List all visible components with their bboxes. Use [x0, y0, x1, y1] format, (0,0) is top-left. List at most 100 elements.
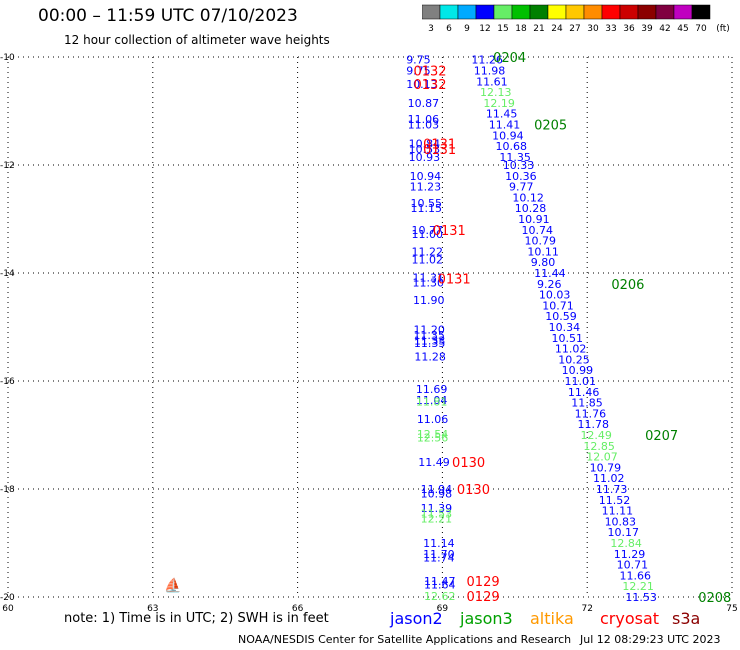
- wave-height-value: 10.71: [542, 299, 574, 312]
- y-tick-label: -10: [0, 53, 15, 63]
- colorbar-tick-label: 15: [497, 24, 508, 34]
- wave-height-value: 10.12: [512, 191, 544, 204]
- wave-height-value: 12.19: [483, 97, 514, 110]
- legend-altika: altika: [530, 609, 574, 628]
- wave-height-value: 11.35: [499, 151, 531, 164]
- wave-height-value: 10.33: [503, 159, 535, 172]
- wave-height-value: 10.98: [421, 487, 453, 500]
- x-tick-label: 75: [726, 604, 737, 614]
- wave-height-value: 9.75: [406, 65, 431, 78]
- wave-height-value: 11.90: [413, 294, 445, 307]
- wave-height-value: 11.76: [575, 407, 607, 420]
- wave-height-value: 12.85: [583, 440, 615, 453]
- colorbar-tick-label: 24: [551, 24, 563, 34]
- wave-height-value: 10.28: [515, 202, 547, 215]
- y-tick-label: -18: [0, 485, 15, 495]
- pass-time-label: 0129: [467, 575, 500, 590]
- wave-height-value: 11.23: [410, 181, 442, 194]
- wave-height-value: 11.41: [489, 119, 520, 132]
- colorbar-tick-label: 21: [533, 24, 544, 34]
- x-tick-label: 66: [292, 604, 304, 614]
- wave-height-value: 11.02: [555, 343, 587, 356]
- wave-height-value: 10.36: [505, 170, 537, 183]
- wave-height-value: 10.68: [495, 140, 527, 153]
- wave-height-value: 11.33: [414, 335, 446, 348]
- wave-height-value: 12.13: [480, 86, 512, 99]
- wave-height-value: 12.07: [586, 451, 618, 464]
- wave-height-value: 12.62: [424, 590, 456, 603]
- wave-height-value: 11.03: [408, 119, 440, 132]
- wave-height-value: 10.11: [527, 245, 559, 258]
- wave-height-value: 11.73: [596, 483, 628, 496]
- wave-height-value: 10.51: [551, 332, 583, 345]
- legend-jason3: jason3: [460, 609, 513, 628]
- colorbar: 3 6 9 12 15 18 21 24 27 30 33 36 39 42 45 70 (ft): [422, 4, 730, 34]
- wave-height-value: 11.20: [413, 324, 445, 337]
- y-tick-label: -12: [0, 161, 15, 171]
- pass-time-label: 0205: [534, 119, 567, 134]
- wave-height-value: 12.56: [417, 432, 449, 445]
- wave-height-value: 11.52: [599, 494, 631, 507]
- wave-height-value: 11.30: [412, 277, 444, 290]
- pass-time-label: 0207: [645, 429, 678, 444]
- wave-height-value: 10.91: [518, 213, 550, 226]
- wave-height-value: 11.46: [568, 386, 600, 399]
- colorbar-tick-label: 18: [515, 24, 527, 34]
- wave-height-value: 11.02: [593, 472, 625, 485]
- wave-height-value: 11.69: [416, 383, 448, 396]
- wave-height-value: 11.22: [412, 245, 444, 258]
- logo-icon: ⛵: [164, 578, 182, 594]
- wave-height-value: 10.13: [406, 78, 438, 91]
- wave-height-value: 10.17: [607, 526, 639, 539]
- wave-height-value: 9.80: [531, 256, 556, 269]
- wave-height-value: 10.93: [409, 151, 441, 164]
- wave-height-value: 11.04: [416, 394, 448, 407]
- wave-height-value: 11.85: [571, 397, 603, 410]
- pass-time-label: 0131: [423, 137, 456, 152]
- x-tick-label: 69: [437, 604, 449, 614]
- wave-height-value: 11.35: [413, 329, 445, 342]
- wave-height-value: 11.00: [412, 228, 444, 241]
- wave-height-value: 10.59: [545, 310, 577, 323]
- wave-height-value: 11.06: [408, 113, 440, 126]
- y-tick-label: -20: [0, 593, 15, 603]
- wave-height-value: 12.21: [622, 580, 654, 593]
- wave-height-value: 11.53: [421, 507, 453, 520]
- wave-height-value: 11.31: [412, 271, 444, 284]
- legend-cryosat: cryosat: [600, 609, 660, 628]
- wave-height-value: 11.15: [411, 202, 443, 215]
- wave-height-value: 10.99: [562, 364, 594, 377]
- pass-time-label: 0129: [467, 590, 500, 605]
- wave-height-value: 9.26: [537, 278, 562, 291]
- wave-height-value: 10.71: [617, 559, 649, 572]
- wave-height-value: 10.25: [558, 353, 590, 366]
- pass-time-label: 0130: [452, 456, 485, 471]
- footer-timestamp: Jul 12 08:29:23 UTC 2023: [580, 633, 721, 646]
- wave-height-value: 11.74: [423, 552, 455, 565]
- wave-height-value: 11.66: [620, 569, 652, 582]
- x-tick-label: 72: [581, 604, 592, 614]
- wave-height-value: 10.84: [409, 137, 441, 150]
- colorbar-tick-label: 70: [695, 24, 707, 34]
- wave-height-value: 11.02: [412, 254, 444, 267]
- x-tick-label: 63: [147, 604, 158, 614]
- y-tick-label: -14: [0, 269, 15, 279]
- y-tick-label: -16: [0, 377, 15, 387]
- wave-height-value: 9.75: [406, 54, 431, 67]
- colorbar-tick-label: 12: [479, 24, 490, 34]
- wave-height-value: 11.28: [414, 351, 446, 364]
- wave-height-value: 10.94: [410, 170, 442, 183]
- colorbar-tick-label: 30: [587, 24, 599, 34]
- wave-height-value: 11.49: [418, 456, 450, 469]
- wave-height-value: 12.54: [417, 428, 449, 441]
- pass-time-label: 0131: [433, 224, 466, 239]
- pass-time-label: 0131: [438, 272, 471, 287]
- wave-height-value: 11.45: [486, 108, 517, 121]
- wave-height-value: 11.44: [534, 267, 566, 280]
- wave-height-value: 11.94: [421, 483, 453, 496]
- wave-height-value: 10.87: [408, 97, 440, 110]
- chart-subtitle: 12 hour collection of altimeter wave hei…: [64, 33, 330, 47]
- wave-height-value: 11.01: [565, 375, 597, 388]
- legend-jason2: jason2: [390, 609, 443, 628]
- wave-height-value: 10.79: [524, 235, 556, 248]
